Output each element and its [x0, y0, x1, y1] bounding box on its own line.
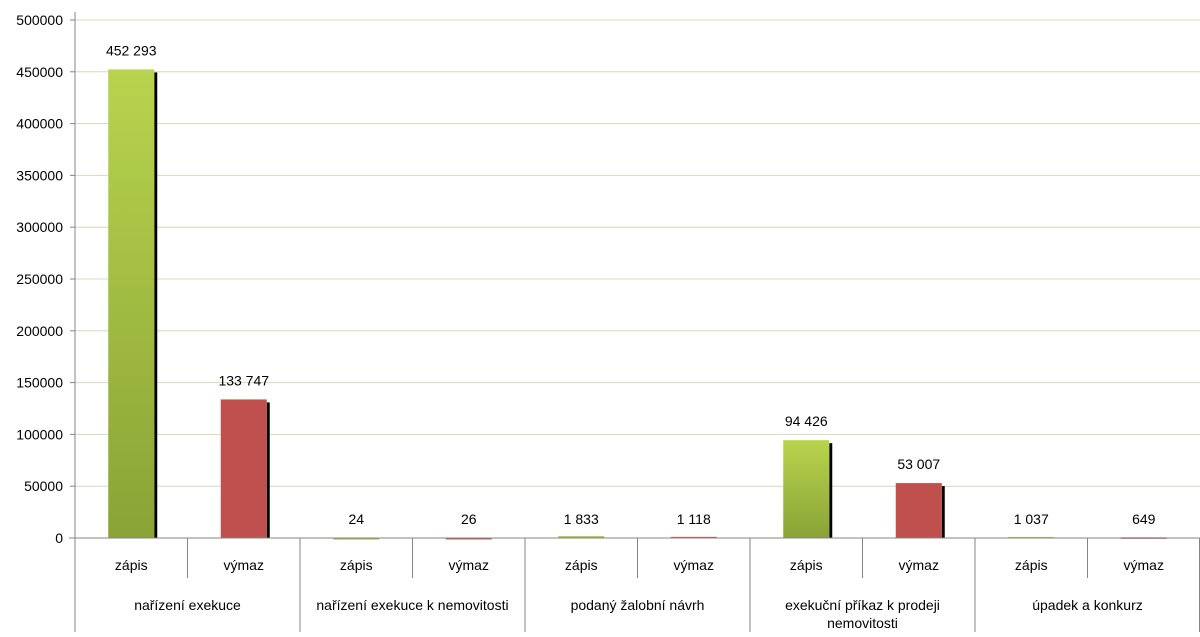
x-tick-label-group: exekuční příkaz k prodeji nemovitosti	[785, 597, 940, 631]
x-tick-label-group: podaný žalobní návrh	[571, 597, 705, 613]
data-label: 133 747	[218, 372, 269, 388]
data-label: 1 833	[564, 511, 599, 527]
x-tick-label-subcategory: výmaz	[1124, 557, 1164, 573]
bar-shadow	[266, 402, 270, 538]
bar-vymaz	[895, 483, 942, 538]
bar-zapis	[108, 69, 155, 539]
data-label: 1 118	[677, 511, 711, 527]
y-tick-label: 150000	[16, 375, 63, 391]
y-tick-label: 0	[55, 530, 63, 546]
bar-shadow	[154, 72, 158, 539]
x-tick-label-subcategory: zápis	[565, 557, 598, 573]
x-tick-label-subcategory: zápis	[115, 557, 148, 573]
bars	[108, 69, 1167, 540]
data-label: 24	[348, 511, 364, 527]
data-label: 94 426	[785, 413, 828, 429]
data-label: 26	[461, 511, 477, 527]
data-label: 452 293	[106, 42, 157, 58]
y-tick-label: 250000	[16, 271, 63, 287]
x-tick-label-subcategory: výmaz	[224, 557, 264, 573]
bar-vymaz	[445, 537, 492, 540]
y-tick-label: 100000	[16, 426, 63, 442]
x-axis-category-labels: zápis výmaz nařízení exekuce zápis výmaz naří…	[115, 557, 1164, 631]
bar-shadow	[829, 443, 833, 538]
bar-shadow	[941, 486, 945, 538]
x-tick-label-group: úpadek a konkurz	[1032, 597, 1143, 613]
data-labels: 452 293 133 747 24 26 1 833 1 118 94 426 53 007…	[106, 42, 1156, 527]
data-label: 1 037	[1014, 511, 1049, 527]
y-tick-label: 200000	[16, 323, 63, 339]
bar-zapis	[783, 440, 830, 538]
y-tick-label: 300000	[16, 219, 63, 235]
x-tick-label-subcategory: výmaz	[899, 557, 939, 573]
data-label: 649	[1132, 511, 1156, 527]
y-tick-label: 400000	[16, 116, 63, 132]
bar-zapis	[558, 536, 605, 538]
x-tick-label-subcategory: zápis	[1015, 557, 1048, 573]
y-tick-label: 50000	[24, 478, 63, 494]
y-tick-label: 450000	[16, 64, 63, 80]
data-label: 53 007	[897, 456, 940, 472]
bar-vymaz	[220, 399, 267, 538]
x-axis	[69, 12, 1200, 632]
y-tick-label: 350000	[16, 167, 63, 183]
x-tick-label-subcategory: zápis	[790, 557, 823, 573]
x-tick-label-group: nařízení exekuce k nemovitosti	[316, 597, 508, 613]
x-tick-label-subcategory: výmaz	[674, 557, 714, 573]
x-tick-label-subcategory: zápis	[340, 557, 373, 573]
x-tick-label-subcategory: výmaz	[449, 557, 489, 573]
bar-zapis	[333, 537, 380, 540]
x-tick-label-group: nařízení exekuce	[134, 597, 241, 613]
y-tick-label: 500000	[16, 12, 63, 28]
y-axis-tick-labels: 0 50000 100000 150000 200000 250000 300000 3500…	[16, 12, 63, 546]
